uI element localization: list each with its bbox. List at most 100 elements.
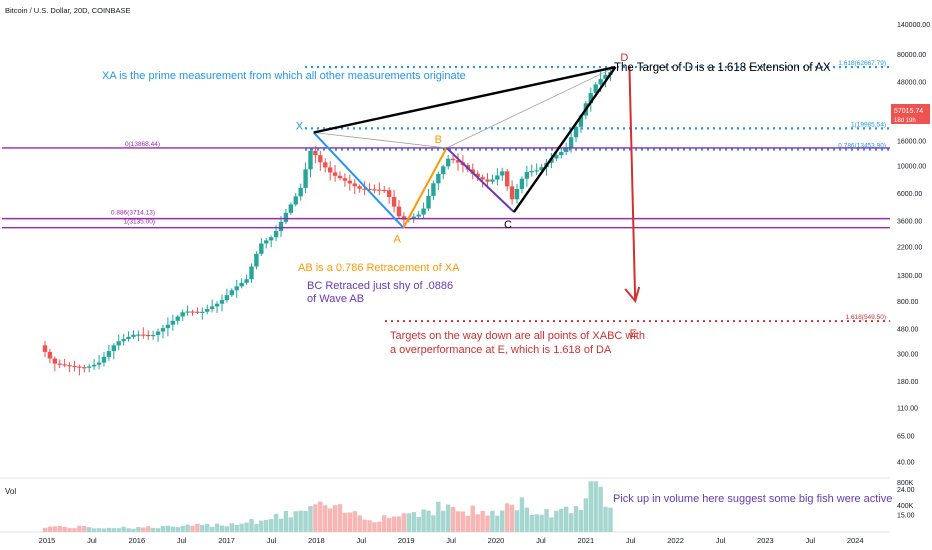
volume-bar xyxy=(475,514,480,532)
cd-leg[interactable] xyxy=(512,66,617,213)
candle-body xyxy=(386,190,392,197)
volume-bar xyxy=(67,528,72,532)
y-tick-label: 15.00 xyxy=(897,512,915,519)
volume-bar xyxy=(568,513,574,532)
candle-body xyxy=(603,74,608,80)
volume-bar xyxy=(91,528,97,532)
candle-body xyxy=(524,172,530,179)
candle-body xyxy=(357,186,362,189)
candle-body xyxy=(150,334,156,337)
candle-body xyxy=(214,303,220,307)
candle-body xyxy=(278,221,284,232)
candle-body xyxy=(313,150,318,156)
candle-body xyxy=(495,175,500,180)
y-tick-label: 800.00 xyxy=(897,299,919,306)
volume-bar xyxy=(150,527,156,532)
x-tick-label: Jul xyxy=(87,536,97,545)
candle-body xyxy=(293,196,298,205)
candle-body xyxy=(441,166,446,174)
volume-bar xyxy=(357,515,362,532)
volume-bar xyxy=(264,519,269,532)
candle-body xyxy=(116,341,121,346)
candle-body xyxy=(431,183,436,196)
candle-body xyxy=(514,189,520,200)
volume-bar xyxy=(539,514,544,532)
y-tick-label: 180.00 xyxy=(897,379,919,386)
volume-bar xyxy=(411,512,416,532)
candle-body xyxy=(155,331,161,335)
candle-body xyxy=(254,253,259,267)
volume-bar xyxy=(52,526,58,532)
volume-bar xyxy=(391,516,397,532)
ab-leg[interactable] xyxy=(402,147,448,229)
candle-body xyxy=(367,188,372,191)
x-tick-label: 2016 xyxy=(128,536,145,545)
x-tick-label: Jul xyxy=(536,536,546,545)
candle-body xyxy=(106,351,112,357)
volume-bar xyxy=(298,510,303,532)
pattern-layer: X A B C D E xyxy=(296,52,641,340)
price-axis[interactable]: 15.00 24.00 40.00 65.00 110.00 180.00 300.00 48… xyxy=(897,0,930,519)
candle-body xyxy=(96,362,102,365)
volume-bar xyxy=(249,519,254,532)
candle-body xyxy=(283,212,289,222)
de-projection-line[interactable] xyxy=(628,67,637,301)
volume-bar xyxy=(426,510,431,532)
volume-bar xyxy=(431,515,436,532)
volume-bar xyxy=(421,509,426,532)
y-tick-label: 24.00 xyxy=(897,487,915,494)
x-tick-label: 2022 xyxy=(667,536,684,545)
candle-body xyxy=(288,204,294,213)
volume-bar xyxy=(77,525,82,532)
x-tick-label: 2015 xyxy=(39,536,56,545)
volume-bar xyxy=(559,508,564,532)
last-price-tag xyxy=(891,104,930,124)
volume-bar xyxy=(101,528,107,532)
volume-bar xyxy=(500,510,505,532)
time-axis[interactable]: 2015 Jul 2016 Jul 2017 Jul 2018 Jul 2019 Jul 2020 J… xyxy=(39,536,864,545)
volume-bar xyxy=(352,511,357,532)
candle-body xyxy=(480,177,485,180)
volume-bar xyxy=(160,525,166,532)
volume-bar xyxy=(455,511,461,532)
candle-body xyxy=(347,180,353,184)
x-tick-label: Jul xyxy=(267,536,277,545)
bd-guide-line[interactable] xyxy=(446,66,616,149)
candle-body xyxy=(382,189,387,192)
volume-bar xyxy=(283,511,289,532)
y-tick-label: 6000.00 xyxy=(897,191,922,198)
candle-body xyxy=(554,155,559,159)
volume-bar xyxy=(323,505,328,532)
x-tick-label: Jul xyxy=(806,536,816,545)
xa-leg[interactable] xyxy=(312,131,405,229)
x-tick-label: Jul xyxy=(446,536,456,545)
fib-level-label: 1(19985.54) xyxy=(851,121,886,128)
candle-body xyxy=(170,320,176,325)
volume-bar xyxy=(406,513,412,532)
candle-body xyxy=(175,316,180,321)
price-axis-pane[interactable] xyxy=(890,0,932,550)
x-tick-label: Jul xyxy=(626,536,636,545)
xd-leg[interactable] xyxy=(313,65,616,134)
y-tick-label: 40.00 xyxy=(897,460,915,467)
volume-bar xyxy=(72,528,77,532)
symbol-title: Bitcoin / U.S. Dollar, 20D, COINBASE xyxy=(5,6,130,15)
volume-bar xyxy=(372,522,377,532)
volume-note: Pick up in volume here suggest some big … xyxy=(613,493,892,505)
price-pane[interactable] xyxy=(0,0,890,478)
volume-bar xyxy=(332,505,338,532)
volume-bar xyxy=(603,506,608,532)
y-tick-label: 1300.00 xyxy=(897,273,922,280)
candle-body xyxy=(298,187,303,197)
volume-bar xyxy=(308,506,313,532)
volume-bar xyxy=(593,481,598,532)
candle-body xyxy=(411,216,416,219)
last-price-countdown: 18d 19h xyxy=(894,118,916,124)
x-tick-label: 2019 xyxy=(398,536,415,545)
candle-body xyxy=(91,364,97,367)
targets-note-line1: Targets on the way down are all points o… xyxy=(390,330,645,342)
volume-bar xyxy=(465,515,471,532)
bc-leg[interactable] xyxy=(445,147,515,213)
xb-guide-line[interactable] xyxy=(313,132,447,149)
